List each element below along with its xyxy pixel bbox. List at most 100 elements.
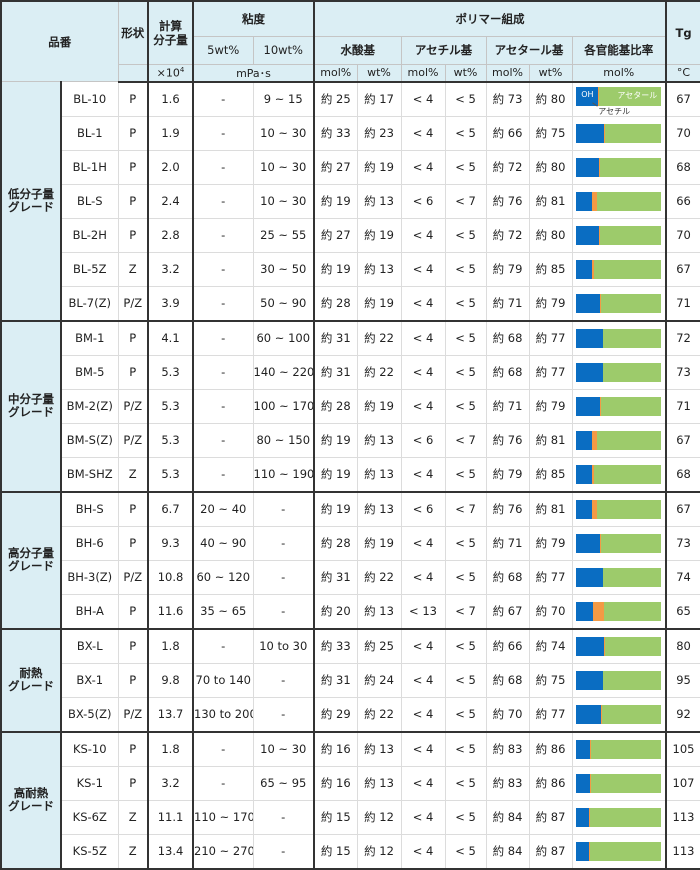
acetyl-segment	[602, 328, 604, 348]
hydroxyl-mol-cell: 約 27	[314, 150, 358, 185]
acetal-segment	[590, 773, 662, 793]
hydroxyl-wt-cell: 約 13	[357, 594, 402, 630]
acetyl-segment	[604, 123, 606, 143]
viscosity-5wt-cell: 110 ~ 170	[193, 800, 254, 835]
viscosity-10wt-cell: -	[253, 697, 315, 733]
hydroxyl-segment	[576, 670, 603, 690]
hydroxyl-mol-cell: 約 33	[314, 628, 358, 664]
acetyl-segment	[600, 704, 602, 724]
acetyl-segment	[589, 807, 590, 827]
hydroxyl-mol-cell: 約 25	[314, 81, 358, 117]
acetal-segment	[596, 191, 662, 211]
acetal-mol-cell: 約 79	[486, 252, 530, 287]
ratio-bar-cell	[572, 800, 668, 835]
acetal-segment	[596, 499, 662, 519]
shape-cell: P	[118, 218, 149, 253]
acetal-mol-cell: 約 71	[486, 389, 530, 424]
viscosity-5wt-cell: 40 ~ 90	[193, 526, 254, 561]
acetal-segment	[603, 362, 662, 382]
viscosity-10wt-cell: 60 ~ 100	[253, 320, 315, 356]
hydroxyl-segment	[576, 533, 601, 553]
hydroxyl-segment	[576, 430, 593, 450]
tg-cell: 65	[666, 594, 700, 630]
tg-cell: 66	[666, 184, 700, 219]
acetal-segment	[605, 123, 662, 143]
viscosity-10wt-cell: 140 ~ 220	[253, 355, 315, 390]
viscosity-5wt-cell: 130 to 200	[193, 697, 254, 733]
acetyl-wt-cell: < 5	[445, 81, 487, 117]
ratio-bar-cell	[572, 218, 668, 253]
ratio-bar-cell	[572, 766, 668, 801]
shape-cell: P	[118, 526, 149, 561]
acetal-mol-cell: 約 83	[486, 731, 530, 767]
ratio-bar-cell	[572, 150, 668, 185]
grade-name-cell: KS-10	[61, 731, 119, 767]
viscosity-5wt-cell: -	[193, 150, 254, 185]
table-header: 品番 形状 計算 分子量 粘度 ポリマー組成 Tg 5wt% 10wt% 水酸基…	[0, 0, 700, 83]
ratio-bar	[576, 259, 662, 279]
grade-name-cell: BL-10	[61, 81, 119, 117]
hydroxyl-segment	[576, 396, 601, 416]
acetal-wt-cell: 約 74	[529, 628, 573, 664]
acetyl-mol-cell: < 4	[401, 834, 446, 870]
tg-cell: 68	[666, 150, 700, 185]
ratio-bar-cell	[572, 355, 668, 390]
hydroxyl-segment	[576, 704, 601, 724]
acetyl-wt-cell: < 7	[445, 423, 487, 458]
viscosity-10wt-cell: -	[253, 526, 315, 561]
acetyl-mol-cell: < 6	[401, 491, 446, 527]
viscosity-10wt-cell: 50 ~ 90	[253, 286, 315, 322]
ratio-bar-cell	[572, 184, 668, 219]
acetyl-wt-cell: < 5	[445, 150, 487, 185]
hydroxyl-segment	[576, 464, 593, 484]
viscosity-5wt-cell: -	[193, 423, 254, 458]
grade-name-cell: BX-L	[61, 628, 119, 664]
grade-name-cell: KS-1	[61, 766, 119, 801]
grade-name-cell: BX-1	[61, 663, 119, 698]
header-oh-mol-unit: mol%	[314, 64, 358, 83]
ratio-bar-cell	[572, 697, 668, 733]
ratio-bar	[576, 670, 662, 690]
acetal-segment	[605, 636, 662, 656]
shape-cell: P	[118, 663, 149, 698]
acetyl-wt-cell: < 7	[445, 491, 487, 527]
tg-cell: 73	[666, 355, 700, 390]
hydroxyl-wt-cell: 約 13	[357, 491, 402, 527]
acetyl-mol-cell: < 6	[401, 184, 446, 219]
acetal-mol-cell: 約 68	[486, 663, 530, 698]
hydroxyl-segment	[576, 328, 603, 348]
header-ratio-unit: mol%	[572, 64, 668, 83]
ratio-bar-cell	[572, 628, 668, 664]
acetal-wt-cell: 約 77	[529, 560, 573, 595]
hydroxyl-wt-cell: 約 12	[357, 834, 402, 870]
header-polymer-composition: ポリマー組成	[314, 0, 668, 37]
molecular-weight-cell: 11.1	[148, 800, 194, 835]
shape-cell: P/Z	[118, 423, 149, 458]
molecular-weight-cell: 2.0	[148, 150, 194, 185]
ratio-bar-cell	[572, 423, 668, 458]
header-visc-10wt: 10wt%	[253, 36, 315, 65]
viscosity-10wt-cell: 10 ~ 30	[253, 731, 315, 767]
group-label: 高耐熱 グレード	[0, 731, 62, 870]
hydroxyl-segment	[576, 567, 603, 587]
acetyl-wt-cell: < 7	[445, 184, 487, 219]
acetal-mol-cell: 約 79	[486, 457, 530, 493]
viscosity-10wt-cell: -	[253, 594, 315, 630]
header-al-wt-unit: wt%	[529, 64, 573, 83]
acetyl-mol-cell: < 4	[401, 457, 446, 493]
viscosity-5wt-cell: -	[193, 628, 254, 664]
shape-cell: P	[118, 184, 149, 219]
hydroxyl-mol-cell: 約 19	[314, 457, 358, 493]
acetal-mol-cell: 約 67	[486, 594, 530, 630]
molecular-weight-cell: 13.7	[148, 697, 194, 733]
acetyl-wt-cell: < 5	[445, 252, 487, 287]
acetyl-segment	[599, 157, 601, 177]
hydroxyl-wt-cell: 約 22	[357, 560, 402, 595]
grade-name-cell: BL-2H	[61, 218, 119, 253]
shape-cell: P	[118, 766, 149, 801]
